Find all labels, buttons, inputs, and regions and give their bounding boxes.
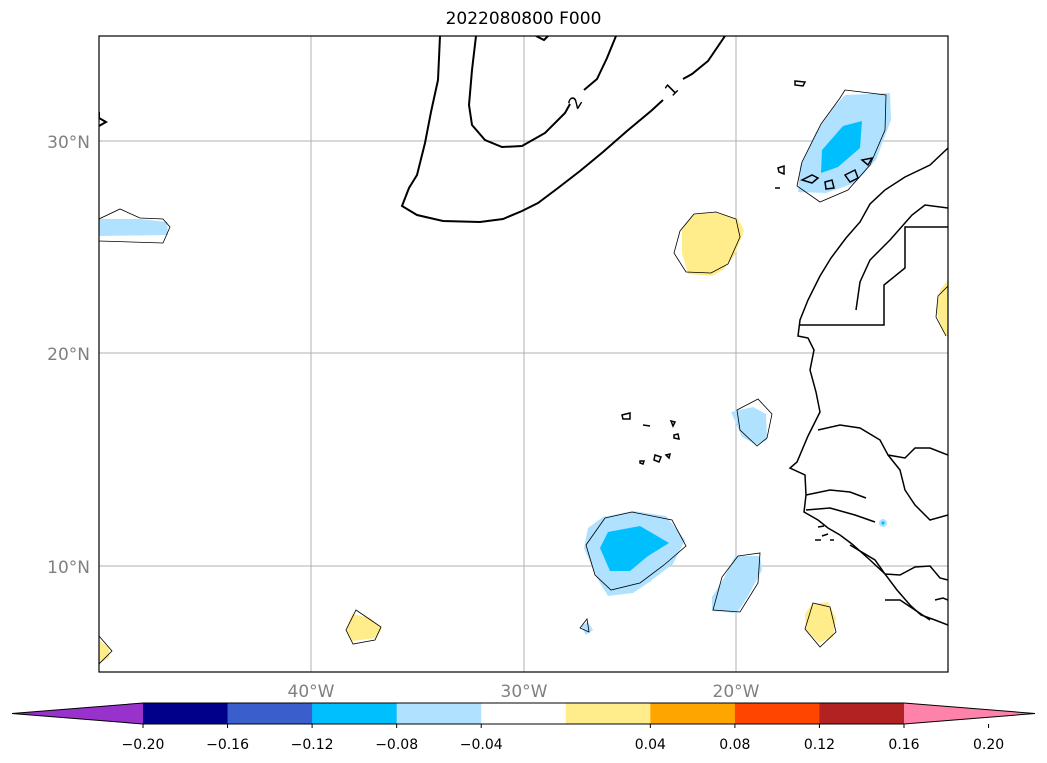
colorbar-tick-label: 0.20 [973, 737, 1004, 753]
lon-tick-label-30w: 30°W [501, 682, 548, 702]
colorbar-under-arrow [12, 703, 143, 724]
colorbar: −0.20 −0.16 −0.12 −0.08 −0.04 0.04 0.08 0.12 0.1… [11, 702, 1036, 753]
colorbar-bin-9 [819, 703, 905, 724]
contour-lines [99, 36, 726, 224]
colorbar-tick-label: 0.04 [635, 737, 666, 753]
positive-patch [346, 614, 382, 641]
colorbar-bin-8 [734, 703, 820, 724]
map-title: 2022080800 F000 [445, 9, 602, 29]
negative-core-patch [821, 121, 862, 173]
contour-label-1: 1 [661, 79, 683, 101]
colorbar-bin-3 [312, 703, 398, 724]
colorbar-bin-6 [565, 703, 651, 724]
colorbar-tick-label: 0.08 [719, 737, 750, 753]
coastlines [621, 80, 948, 626]
colorbar-bin-4 [396, 703, 482, 724]
colorbar-tick-label: −0.12 [291, 737, 334, 753]
map-frame [98, 35, 949, 673]
colorbar-tick-label: −0.04 [460, 737, 503, 753]
filled-patches [99, 93, 948, 663]
lon-tick-label-40w: 40°W [288, 682, 335, 702]
negative-patch [581, 622, 593, 635]
lat-tick-label-30n: 30°N [47, 133, 90, 153]
positive-patch [805, 602, 836, 643]
negative-patch [712, 556, 762, 613]
patch-outlines [99, 89, 948, 665]
contour-label-2: 2 [565, 93, 588, 113]
negative-patch [731, 407, 767, 445]
colorbar-bin-1 [143, 703, 229, 724]
colorbar-bin-5 [481, 703, 567, 724]
colorbar-tick-label: −0.20 [122, 737, 165, 753]
lon-tick-label-20w: 20°W [713, 682, 760, 702]
colorbar-tick-label: 0.16 [888, 737, 919, 753]
colorbar-bin-2 [227, 703, 313, 724]
colorbar-tick-label: 0.12 [804, 737, 835, 753]
lat-tick-label-10n: 10°N [47, 558, 90, 578]
lat-tick-label-20n: 20°N [47, 345, 90, 365]
positive-patch [936, 280, 948, 338]
colorbar-bin-7 [650, 703, 736, 724]
negative-core-patch [600, 526, 669, 571]
positive-patch [99, 640, 109, 663]
colorbar-tick-label: −0.16 [206, 737, 249, 753]
colorbar-over-arrow [904, 703, 1035, 724]
negative-patch [99, 219, 168, 236]
colorbar-tick-label: −0.08 [375, 737, 418, 753]
positive-patch [682, 212, 744, 276]
map-area: 2 1 [99, 36, 948, 672]
